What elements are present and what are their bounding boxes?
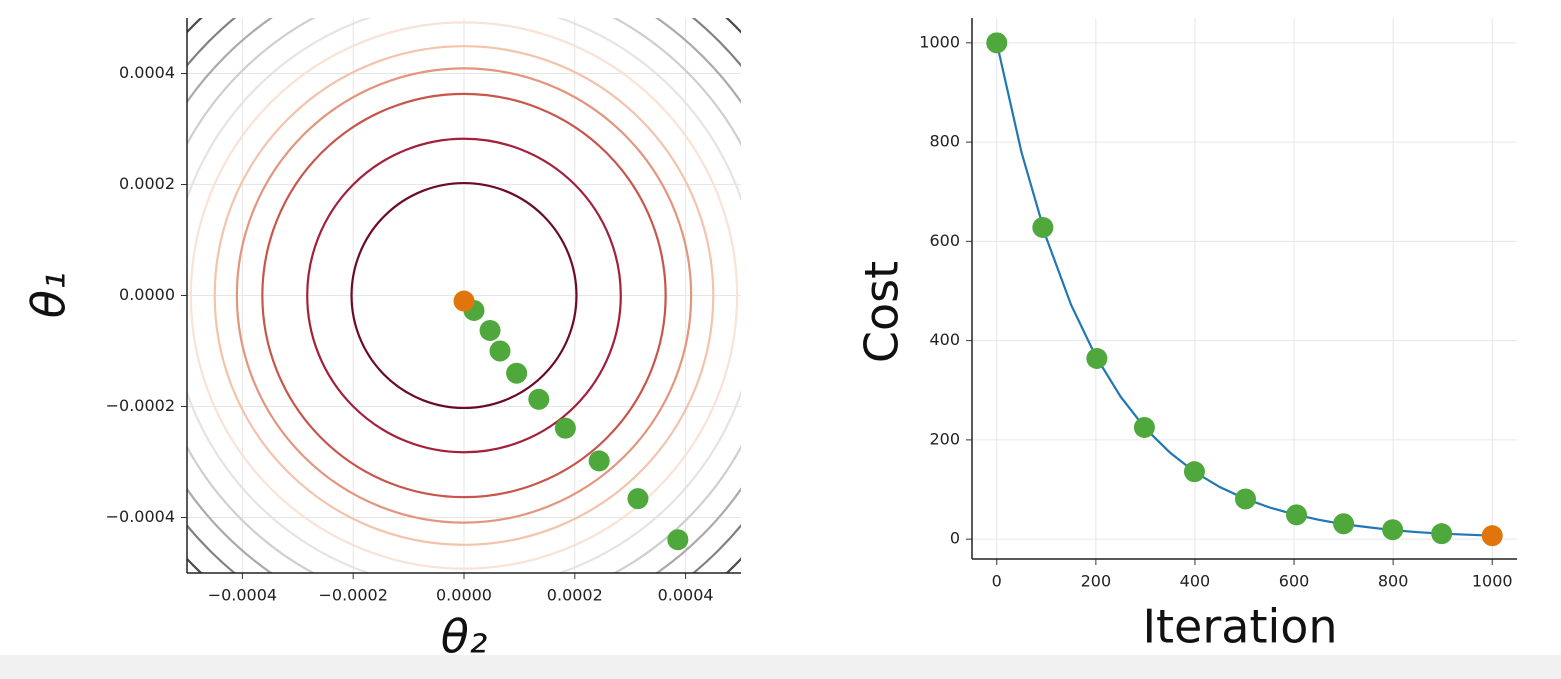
- cost-line: [995, 42, 1493, 537]
- point: [528, 388, 550, 410]
- plot-area: [995, 42, 1493, 537]
- point: [1481, 525, 1503, 547]
- point: [506, 362, 528, 384]
- chart: −0.0004 −0.0002 0.0000 0.0002 0.0004 −0.0004 −…: [22, 18, 741, 664]
- y-tick-label: 0: [950, 529, 960, 548]
- point: [1382, 519, 1404, 541]
- y-axis-label: θ₁: [22, 272, 76, 319]
- x-tick-label: 800: [1378, 572, 1409, 591]
- point: [554, 417, 576, 439]
- point: [1333, 513, 1355, 535]
- x-tick-label: 200: [1081, 572, 1112, 591]
- y-tick-label: 400: [929, 330, 960, 349]
- x-axis-label: θ₂: [441, 610, 488, 664]
- y-tick-label: 0.0004: [119, 63, 175, 82]
- y-tick-label: 600: [929, 231, 960, 250]
- x-tick-label: 1000: [1472, 572, 1513, 591]
- point: [1234, 488, 1256, 510]
- x-tick-label: 0.0004: [658, 586, 714, 605]
- point: [1431, 523, 1453, 545]
- y-tick-label: 200: [929, 429, 960, 448]
- x-tick-label: 600: [1279, 572, 1310, 591]
- x-tick-label: −0.0004: [208, 586, 277, 605]
- y-tick-label: 0.0000: [119, 285, 175, 304]
- contour: [189, 21, 739, 570]
- x-tick-label: 0.0000: [436, 586, 492, 605]
- y-tick-label: 800: [929, 132, 960, 151]
- y-axis-label: Cost: [855, 261, 909, 363]
- contour: [350, 181, 578, 410]
- contour: [213, 45, 715, 546]
- point: [489, 340, 511, 362]
- x-tick-label: 400: [1180, 572, 1211, 591]
- y-tick-label: 0.0002: [119, 174, 175, 193]
- chart: 0 200 400 600 800 1000 0 200 400 600 800 1000 Iterat…: [855, 18, 1517, 654]
- point: [667, 529, 689, 551]
- video-bar: [0, 655, 1561, 679]
- point: [1133, 416, 1155, 438]
- y-tick-label: 1000: [919, 32, 960, 51]
- contour: [261, 92, 667, 499]
- y-tick-label: −0.0004: [106, 507, 175, 526]
- point: [1286, 504, 1308, 526]
- point: [1086, 347, 1108, 369]
- y-tick-label: −0.0002: [106, 396, 175, 415]
- point: [588, 450, 610, 472]
- point: [1183, 461, 1205, 483]
- contour: [235, 67, 693, 524]
- point: [627, 488, 649, 510]
- plot-area: [187, 18, 741, 573]
- point: [453, 290, 475, 312]
- x-tick-label: 0.0002: [547, 586, 603, 605]
- contour: [306, 137, 622, 454]
- point: [1032, 216, 1054, 238]
- x-tick-label: 0: [992, 572, 1002, 591]
- point: [986, 32, 1008, 54]
- x-tick-label: −0.0002: [319, 586, 388, 605]
- x-axis-label: Iteration: [1142, 600, 1337, 654]
- point: [479, 319, 501, 341]
